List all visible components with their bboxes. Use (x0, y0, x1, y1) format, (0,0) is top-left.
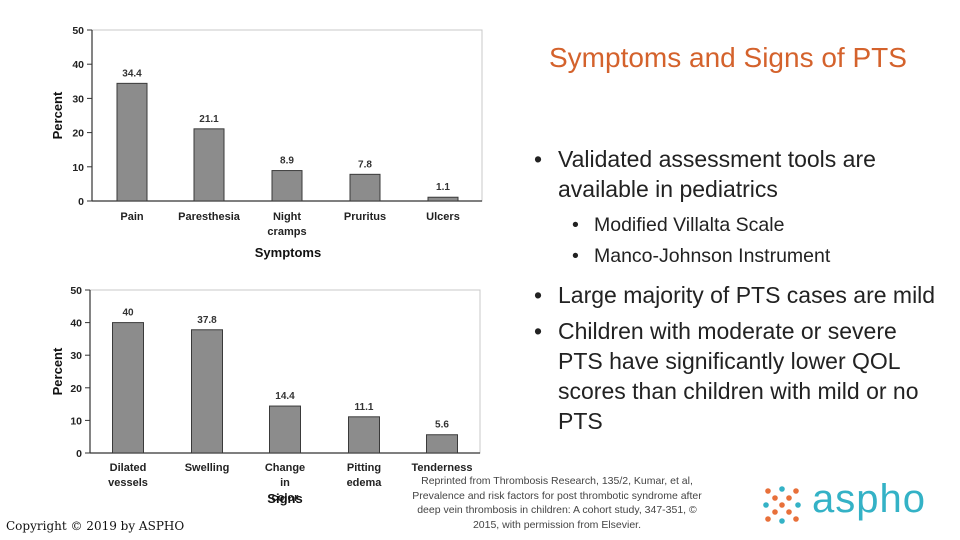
x-tick-label: Pain (120, 211, 144, 223)
data-label: 8.9 (280, 156, 294, 167)
x-tick-label: cramps (267, 226, 306, 238)
bullet-list: Validated assessment tools are available… (532, 144, 942, 436)
logo-dot (793, 516, 799, 522)
bar (112, 322, 144, 454)
x-tick-label: Paresthesia (178, 211, 241, 223)
bar (427, 196, 459, 202)
x-axis-title: Signs (267, 491, 302, 506)
x-tick-label: Night (273, 211, 301, 223)
bar (193, 128, 225, 202)
y-tick-label: 50 (72, 25, 84, 37)
logo-dot (763, 502, 769, 508)
y-tick-label: 20 (72, 128, 84, 140)
data-label: 11.1 (355, 402, 374, 413)
logo-dot (786, 509, 792, 515)
data-label: 14.4 (275, 391, 295, 402)
x-tick-label: Dilated (110, 462, 147, 474)
logo-dot (765, 488, 771, 494)
data-label: 7.8 (358, 159, 372, 170)
logo-dot (779, 518, 785, 524)
y-tick-label: 50 (70, 285, 82, 297)
bar (269, 405, 301, 454)
copyright-text: Copyright © 2019 by ASPHO (6, 519, 185, 533)
logo-dot (795, 502, 801, 508)
x-tick-label: Tenderness (412, 462, 473, 474)
y-tick-label: 30 (70, 350, 82, 362)
bullet-3: Children with moderate or severe PTS hav… (532, 316, 942, 436)
bar (116, 82, 148, 202)
bar (191, 329, 223, 454)
logo-dot (779, 486, 785, 492)
logo-dot (772, 509, 778, 515)
y-tick-label: 40 (72, 59, 84, 71)
citation-text: Reprinted from Thrombosis Research, 135/… (412, 475, 702, 531)
data-label: 40 (122, 308, 134, 319)
bar (271, 170, 303, 202)
data-label: 1.1 (436, 182, 450, 193)
data-label: 21.1 (199, 114, 219, 125)
bar (348, 416, 380, 454)
data-label: 34.4 (122, 68, 142, 79)
x-tick-label: vessels (108, 477, 148, 489)
x-tick-label: in (280, 477, 290, 489)
logo-dot (765, 516, 771, 522)
bullet-1: Validated assessment tools are available… (532, 144, 942, 204)
sub-bullet-2: Manco-Johnson Instrument (532, 241, 942, 272)
logo-text: aspho (812, 477, 926, 521)
data-label: 5.6 (435, 420, 449, 431)
data-label: 37.8 (197, 315, 217, 326)
y-tick-label: 30 (72, 93, 84, 105)
sub-bullet-1: Modified Villalta Scale (532, 210, 942, 241)
y-tick-label: 0 (76, 448, 82, 460)
x-tick-label: Change (265, 462, 305, 474)
logo-dot (779, 502, 785, 508)
bar (349, 173, 381, 202)
charts: 0 10 20 30 40 50 34.4 Pain 21.1 Paresthesia 8.9 Nig… (50, 25, 483, 506)
y-axis-title: Percent (50, 91, 65, 139)
logo-dot (786, 495, 792, 501)
logo-dot (793, 488, 799, 494)
y-axis-title: Percent (50, 347, 65, 395)
x-axis-title: Symptoms (255, 245, 321, 260)
slide-title: Symptoms and Signs of PTS (549, 42, 907, 73)
logo-dots-icon (763, 486, 801, 524)
x-tick-label: edema (347, 477, 383, 489)
x-tick-label: color (272, 492, 300, 504)
x-tick-label: Pruritus (344, 211, 386, 223)
logo-dot (772, 495, 778, 501)
x-tick-label: Ulcers (426, 211, 460, 223)
bullet-2: Large majority of PTS cases are mild (532, 280, 942, 310)
x-tick-label: Swelling (185, 462, 230, 474)
aspho-logo: aspho (762, 477, 925, 525)
y-tick-label: 10 (70, 415, 82, 427)
y-tick-label: 40 (70, 318, 82, 330)
y-tick-label: 10 (72, 162, 84, 174)
y-tick-label: 0 (78, 196, 84, 208)
y-tick-label: 20 (70, 383, 82, 395)
x-tick-label: Pitting (347, 462, 381, 474)
bar (426, 434, 458, 454)
